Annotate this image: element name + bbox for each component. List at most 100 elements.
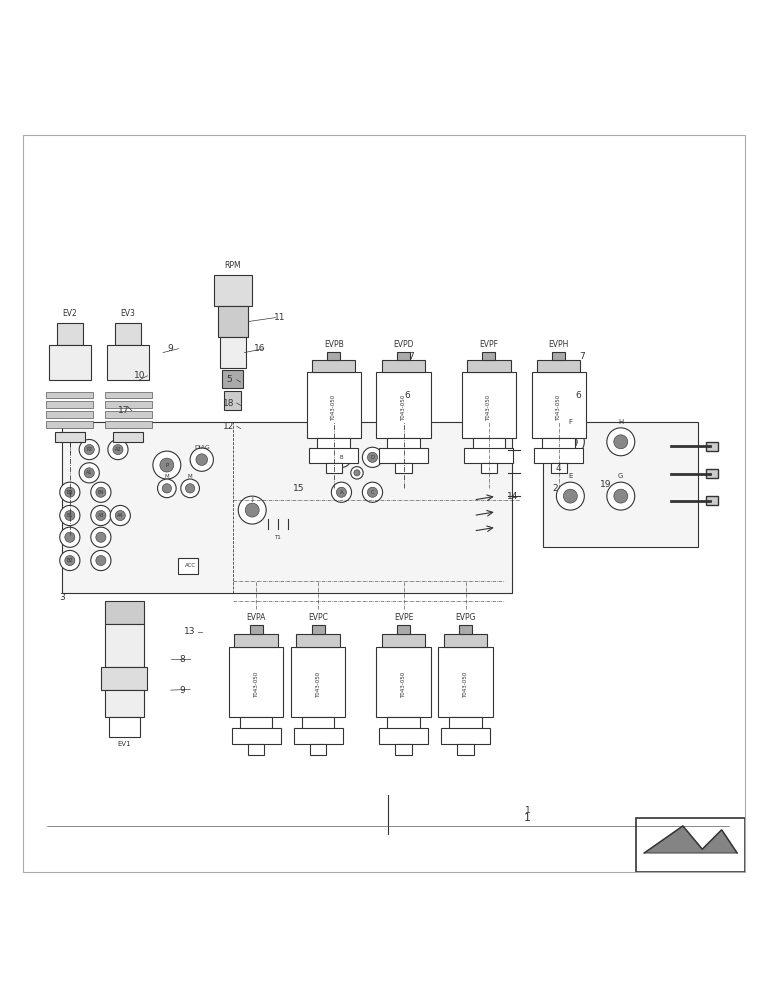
Text: EVPE: EVPE [394,613,413,622]
Bar [473,438,505,450]
Circle shape [362,482,383,502]
Bar [551,463,566,473]
Text: 1: 1 [524,813,532,823]
Bar [47,421,93,428]
Polygon shape [644,826,737,853]
Text: 9: 9 [168,344,174,353]
Text: EVPF: EVPF [480,340,498,349]
Circle shape [79,463,99,483]
Text: 16: 16 [255,344,265,353]
Text: 13: 13 [185,627,196,636]
Bar [706,442,718,451]
Circle shape [196,454,208,465]
Text: B4: B4 [98,490,104,495]
Circle shape [367,452,377,462]
Bar [307,372,361,438]
Bar [101,667,147,690]
Circle shape [60,550,80,571]
Bar [57,323,82,345]
Bar [483,352,495,360]
Bar [438,647,493,717]
Text: B2: B2 [67,558,73,563]
Circle shape [336,452,346,462]
Bar [105,421,151,428]
Text: 12: 12 [223,422,234,431]
Circle shape [85,445,95,455]
Circle shape [110,505,130,526]
Text: B: B [340,455,343,460]
Text: A4: A4 [117,513,123,518]
Text: EVPB: EVPB [324,340,344,349]
Text: 4: 4 [556,464,562,473]
Bar [47,411,93,418]
Text: 8: 8 [179,655,185,664]
Circle shape [91,527,111,547]
Bar [462,372,516,438]
Text: P2: P2 [86,447,92,452]
Bar [105,401,151,408]
Circle shape [556,428,584,456]
Bar [534,448,584,463]
Text: 3: 3 [59,592,65,601]
Text: 6: 6 [404,391,411,400]
Circle shape [91,550,111,571]
Bar [250,625,262,634]
Bar [302,717,334,730]
Bar [240,717,272,730]
Circle shape [181,479,199,498]
Text: 7: 7 [579,352,585,361]
Circle shape [190,448,213,471]
Bar [376,372,431,438]
Bar [532,372,586,438]
Text: T043-050: T043-050 [487,395,491,421]
Text: G: G [618,473,623,479]
Text: F: F [568,419,573,425]
Text: EVPA: EVPA [247,613,265,622]
Bar [396,744,412,755]
Text: 11: 11 [274,313,285,322]
Text: 17: 17 [119,406,130,415]
Bar [382,634,425,647]
Text: 15: 15 [293,484,304,493]
Bar [458,744,473,755]
Bar [326,463,342,473]
Bar [553,352,565,360]
Circle shape [614,489,628,503]
Bar [222,370,244,388]
Text: A3: A3 [98,513,104,518]
Circle shape [563,489,577,503]
Bar [543,422,698,547]
Text: 14: 14 [507,492,518,501]
Bar [382,360,425,372]
Circle shape [113,445,123,455]
Bar [105,690,144,717]
Bar [47,401,93,408]
Circle shape [115,510,126,521]
Text: M: M [188,474,192,479]
Bar [231,728,280,744]
Circle shape [563,435,577,449]
Circle shape [331,482,352,502]
Circle shape [108,439,128,460]
Bar [48,345,92,380]
Circle shape [60,505,80,526]
Circle shape [185,484,195,493]
Text: C: C [371,490,374,495]
Bar [62,422,512,593]
Bar [379,728,428,744]
Bar [178,558,198,574]
Bar [213,275,252,306]
Text: T043-050: T043-050 [254,672,258,698]
Circle shape [245,503,259,517]
Bar [376,647,431,717]
Bar [379,448,428,463]
Bar [229,647,283,717]
Text: M: M [165,474,169,479]
Circle shape [354,470,360,476]
Bar [444,634,487,647]
Bar [706,469,718,478]
Circle shape [367,487,377,497]
Bar [481,463,497,473]
Text: RPM: RPM [224,261,241,270]
Text: EVPG: EVPG [456,613,476,622]
